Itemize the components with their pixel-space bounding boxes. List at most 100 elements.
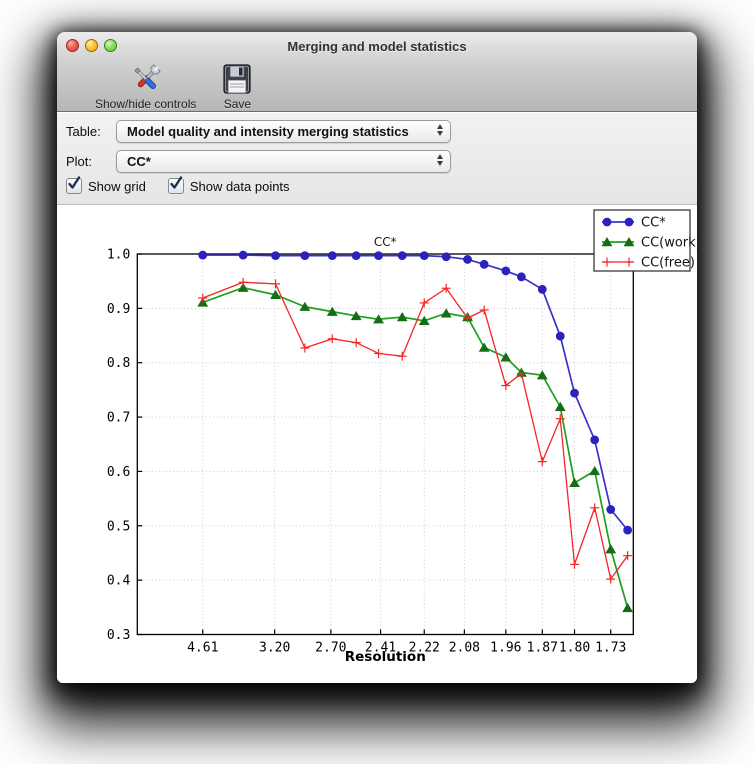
x-tick-label: 2.22 [409, 641, 440, 656]
table-label: Table: [66, 124, 101, 139]
data-point-circle [374, 251, 383, 261]
controls-panel: Table: Model quality and intensity mergi… [57, 113, 697, 205]
series-line [202, 281, 629, 580]
data-point-triangle [589, 465, 601, 476]
plot-border [136, 253, 634, 636]
show-hide-controls-button[interactable]: Show/hide controls [95, 62, 196, 111]
x-tick-label: 1.73 [595, 641, 626, 656]
data-point-triangle [623, 237, 635, 247]
show-data-points-label: Show data points [189, 178, 290, 194]
x-axis-label: Resolution [345, 649, 426, 665]
toolbar: Show/hide controls [57, 62, 252, 112]
x-tick-label: 2.08 [449, 641, 480, 656]
data-point-circle [238, 250, 248, 260]
data-point-triangle [622, 602, 634, 613]
legend: CC* CC(work) CC(free) [593, 209, 697, 272]
plot-select-value: CC* [127, 154, 151, 169]
data-point-triangle [605, 544, 617, 554]
legend-label: CC* [641, 216, 666, 231]
x-tick-label: 4.61 [187, 641, 218, 656]
data-point-circle [351, 251, 361, 261]
data-point-triangle [536, 370, 548, 380]
data-point-circle [590, 435, 600, 445]
data-point-circle [570, 388, 579, 398]
data-point-circle [198, 250, 208, 260]
series-line [202, 286, 629, 609]
series-cc- [198, 250, 633, 535]
chart-title: CC* [374, 235, 397, 249]
y-tick-label: 0.3 [107, 628, 130, 643]
data-point-circle [555, 331, 565, 341]
plot-select[interactable]: CC* [116, 150, 451, 173]
y-tick-label: 0.9 [107, 302, 130, 317]
tools-icon [128, 62, 164, 96]
data-point-triangle [500, 352, 512, 362]
data-point-circle [606, 505, 616, 514]
data-point-triangle [418, 315, 430, 326]
app-window: Merging and model statistics [57, 32, 697, 683]
x-tick-label: 1.96 [490, 641, 521, 656]
x-tick-label: 1.80 [559, 641, 590, 656]
legend-label: CC(free) [641, 256, 695, 271]
minimize-button[interactable] [85, 39, 98, 52]
series-cc-work- [197, 282, 634, 613]
data-point-circle [624, 217, 634, 227]
y-tick-label: 1.0 [107, 248, 130, 263]
data-point-circle [623, 525, 633, 535]
stepper-arrows-icon [437, 124, 443, 136]
show-data-points-checkbox[interactable] [167, 176, 184, 194]
checkmark-icon [170, 176, 183, 189]
window-title: Merging and model statistics [287, 39, 467, 54]
x-tick-label: 1.87 [527, 641, 558, 656]
x-tick-label: 2.41 [365, 641, 396, 656]
data-point-circle [501, 266, 511, 276]
table-select-value: Model quality and intensity merging stat… [127, 124, 409, 139]
data-point-circle [517, 272, 526, 282]
save-icon [222, 62, 252, 96]
y-tick-label: 0.8 [107, 356, 130, 371]
legend-label: CC(work) [641, 236, 697, 251]
data-point-triangle [326, 306, 338, 316]
zoom-button[interactable] [104, 39, 117, 52]
close-button[interactable] [66, 39, 79, 52]
data-point-triangle [373, 314, 384, 324]
data-point-triangle [350, 310, 362, 321]
titlebar[interactable]: Merging and model statistics [57, 32, 697, 62]
data-point-circle [479, 259, 489, 269]
data-point-triangle [554, 401, 566, 411]
series-line [202, 254, 629, 531]
y-tick-label: 0.5 [107, 519, 130, 534]
data-point-circle [441, 252, 451, 262]
stepper-arrows-icon [437, 154, 443, 166]
y-tick-label: 0.7 [107, 411, 130, 426]
data-point-circle [271, 251, 280, 261]
window-header: Merging and model statistics [57, 32, 697, 112]
series-cc-free- [198, 277, 633, 584]
data-point-triangle [601, 237, 613, 247]
data-point-circle [300, 251, 310, 261]
data-point-circle [537, 284, 547, 294]
data-point-triangle [396, 312, 408, 322]
show-hide-controls-label: Show/hide controls [95, 97, 197, 111]
save-button[interactable]: Save [222, 62, 252, 111]
show-grid-checkbox[interactable] [66, 176, 82, 194]
data-point-triangle [440, 308, 452, 318]
data-point-triangle [237, 282, 249, 292]
data-point-triangle [299, 301, 311, 311]
plot-label: Plot: [66, 154, 93, 169]
data-point-circle [327, 251, 337, 261]
save-label: Save [223, 97, 252, 111]
data-point-circle [602, 217, 612, 227]
table-select[interactable]: Model quality and intensity merging stat… [116, 120, 451, 143]
y-tick-label: 0.6 [107, 465, 130, 480]
x-tick-label: 3.20 [259, 641, 290, 656]
x-tick-label: 2.70 [315, 641, 346, 656]
data-point-triangle [569, 477, 580, 488]
show-grid-label: Show grid [88, 178, 146, 194]
data-point-circle [397, 251, 407, 261]
y-tick-label: 0.4 [107, 574, 131, 589]
data-point-circle [463, 255, 472, 264]
checkmark-icon [68, 176, 81, 189]
data-point-triangle [478, 342, 490, 352]
